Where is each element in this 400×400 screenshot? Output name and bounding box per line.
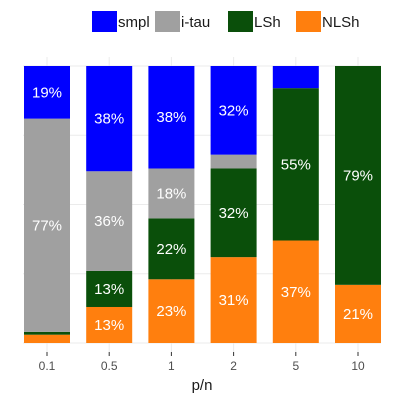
x-tick-label: 0.5: [101, 359, 118, 373]
x-tick-label: 0.1: [39, 359, 56, 373]
legend-label: i-tau: [181, 14, 210, 31]
bar-data-label: 36%: [94, 213, 124, 230]
bar-segment-lsh: [86, 270, 133, 307]
legend-label: NLSh: [322, 14, 360, 31]
bar-data-label: 38%: [94, 111, 124, 128]
bars: [24, 66, 381, 343]
legend-key: [92, 11, 117, 32]
bar-data-label: 31%: [219, 292, 249, 309]
bar-data-label: 23%: [156, 303, 186, 320]
bar-segment-nlsh: [24, 334, 70, 343]
x-tick-label: 2: [230, 359, 237, 373]
bar-data-label: 79%: [343, 167, 373, 184]
bar-data-label: 22%: [156, 241, 186, 258]
bar-segment-lsh: [272, 88, 319, 241]
bar-segment-smpl: [148, 66, 195, 169]
x-tick-label: 5: [292, 359, 299, 373]
bar-segment-lsh: [24, 331, 70, 335]
bar-data-label: 32%: [219, 205, 249, 222]
legend-key: [228, 11, 253, 32]
bar-segment-lsh: [148, 218, 195, 280]
bar-segment-nlsh: [148, 279, 195, 343]
bar-labels: 77% 19% 13% 13% 36% 38% 23% 22% 18% 38% 31% 32% 32% 3…: [32, 84, 373, 334]
bar-data-label: 19%: [32, 84, 62, 101]
bar-data-label: 32%: [219, 102, 249, 119]
bar-data-label: 38%: [156, 109, 186, 126]
plot-area: [23, 57, 381, 352]
bar-data-label: 13%: [94, 317, 124, 334]
x-tick-label: 10: [351, 359, 365, 373]
bar-segment-i-tau: [86, 171, 133, 271]
legend-label: smpl: [118, 14, 150, 31]
bar-segment-lsh: [335, 66, 381, 285]
bar-segment-nlsh: [272, 240, 319, 343]
x-axis-title: p/n: [192, 377, 213, 394]
bar-segment-nlsh: [335, 284, 381, 343]
x-tick-label: 1: [168, 359, 175, 373]
legend-key: [296, 11, 321, 32]
legend-label: LSh: [254, 14, 281, 31]
bar-segment-smpl: [86, 66, 133, 172]
legend-key: [155, 11, 180, 32]
bar-segment-i-tau: [210, 154, 257, 169]
bar-segment-smpl: [24, 66, 70, 119]
bar-data-label: 37%: [281, 284, 311, 301]
bar-segment-nlsh: [86, 306, 133, 343]
bar-data-label: 55%: [281, 156, 311, 173]
bar-segment-i-tau: [148, 168, 195, 219]
bar-segment-smpl: [210, 66, 257, 155]
bar-segment-smpl: [272, 66, 319, 89]
bar-segment-nlsh: [210, 257, 257, 343]
bar-data-label: 13%: [94, 281, 124, 298]
bar-data-label: 77%: [32, 217, 62, 234]
legend: smpl i-tau LSh NLSh: [92, 11, 360, 32]
bar-data-label: 21%: [343, 306, 373, 323]
x-axis: 0.1 0.5 1 2 5 10: [39, 352, 365, 373]
bar-segment-i-tau: [24, 118, 70, 332]
bar-data-label: 18%: [156, 185, 186, 202]
bar-segment-lsh: [210, 168, 257, 258]
